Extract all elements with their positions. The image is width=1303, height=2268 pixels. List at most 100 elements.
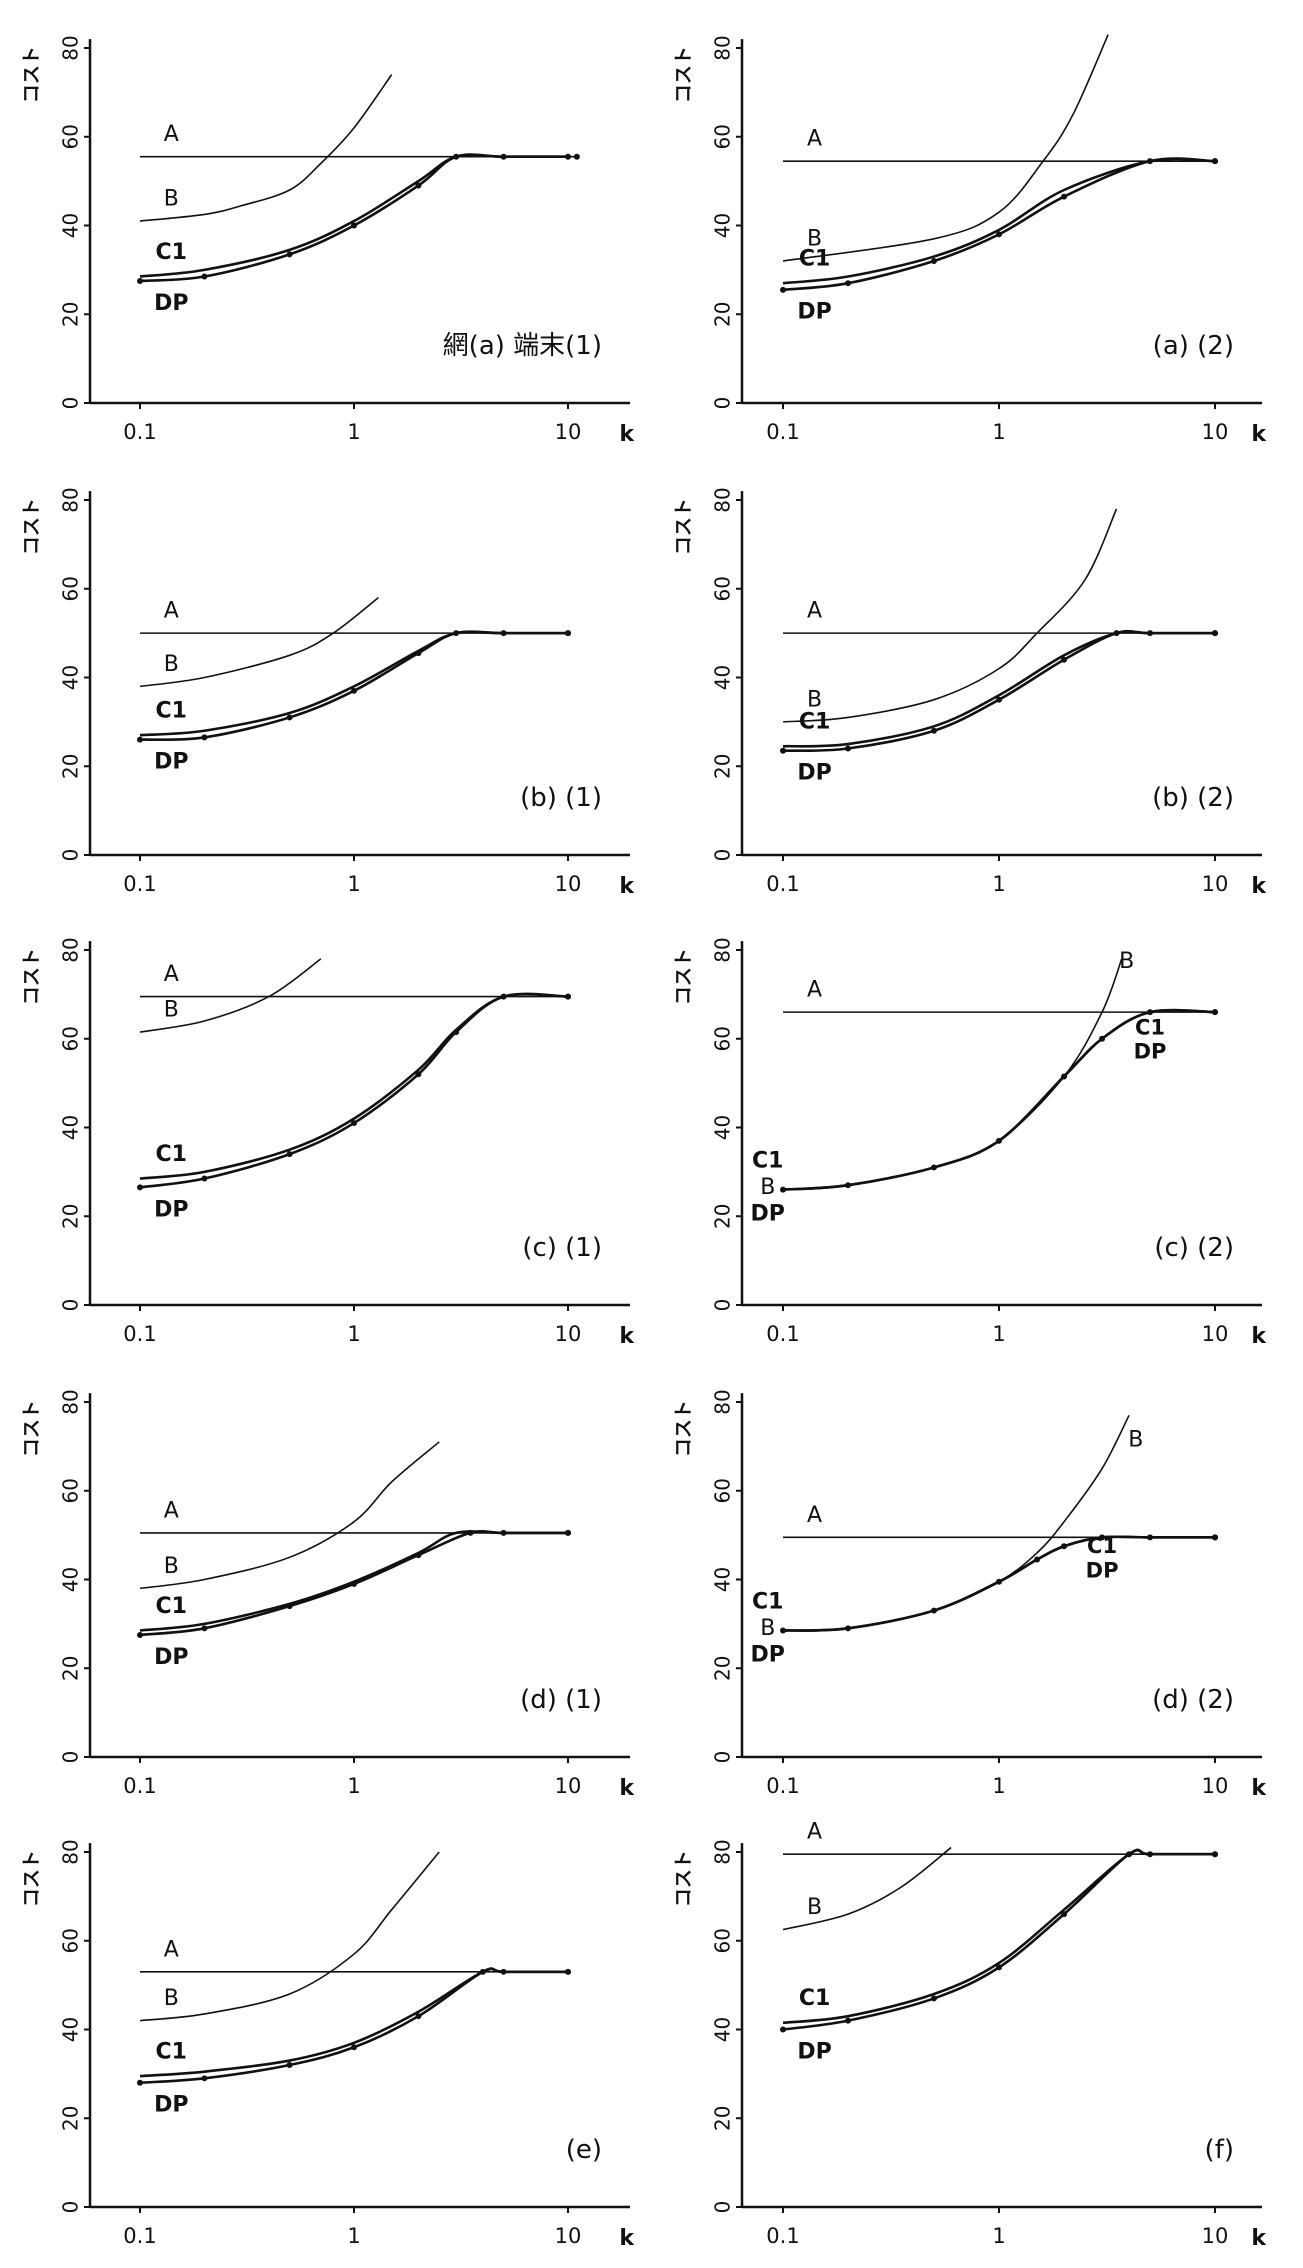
series-label-a: A	[164, 1937, 179, 1962]
data-point	[201, 273, 208, 280]
x-tick-label: 0.1	[123, 420, 156, 444]
y-tick-label: 80	[711, 35, 735, 60]
series-line-b	[782, 508, 1118, 723]
series-line-dp	[139, 992, 569, 1189]
series-label-c1: C1	[799, 246, 830, 271]
series-line-c1	[139, 1967, 568, 2078]
panel-title: (d) (2)	[1152, 1685, 1234, 1715]
series-label-dp: DP	[751, 1643, 785, 1668]
series-label-dp-end: DP	[1134, 1040, 1167, 1064]
data-point	[780, 1186, 786, 1193]
x-tick-label: 10	[555, 1322, 582, 1346]
y-tick-label: 20	[59, 302, 83, 327]
y-tick-label: 40	[711, 2017, 735, 2042]
series-label-b: B	[164, 1554, 179, 1579]
series-label-a: A	[164, 962, 179, 987]
panel-title: (c) (2)	[1154, 1233, 1234, 1263]
y-tick-label: 20	[59, 1204, 83, 1229]
data-point	[996, 231, 1002, 238]
data-point	[351, 2044, 357, 2051]
x-tick-label: 0.1	[123, 1774, 156, 1798]
data-point	[137, 2079, 143, 2086]
y-tick-label: 0	[59, 1299, 83, 1312]
series-line-b	[139, 1851, 440, 2022]
data-point	[1146, 1851, 1153, 1858]
data-point	[845, 2017, 852, 2024]
data-point	[845, 1182, 852, 1189]
data-point	[351, 1120, 357, 1127]
y-tick-label: 40	[59, 213, 83, 238]
data-point	[1061, 1911, 1068, 1918]
y-axis-label: コスト	[673, 1850, 695, 1907]
y-tick-label: 60	[711, 1478, 735, 1503]
x-tick-label: 0.1	[766, 872, 799, 896]
y-tick-label: 80	[711, 937, 735, 962]
series-label-dp: DP	[154, 749, 188, 774]
data-point	[201, 2075, 208, 2082]
data-point	[415, 1552, 422, 1559]
series-label-dp: DP	[154, 291, 188, 316]
series-label-b: B	[760, 1175, 775, 1200]
series-line-b	[782, 34, 1109, 262]
panel-title: 網(a) 端末(1)	[443, 331, 602, 361]
y-tick-label: 40	[711, 1115, 735, 1140]
y-tick-label: 20	[59, 754, 83, 779]
data-point	[201, 1175, 208, 1182]
data-point	[201, 734, 208, 741]
data-point	[573, 153, 580, 160]
data-point	[565, 993, 571, 1000]
series-label-dp: DP	[154, 2093, 188, 2118]
y-tick-label: 40	[59, 1567, 83, 1592]
data-point	[453, 630, 460, 637]
x-tick-label: 0.1	[766, 1774, 799, 1798]
data-point	[286, 251, 293, 258]
panel-4: 0 20 40 60 80 0.1 1 10 k コスト (c) (1) AB C1 DP	[21, 937, 636, 1349]
series-label-a: A	[164, 599, 179, 624]
data-point	[1146, 630, 1153, 637]
y-tick-label: 80	[59, 937, 83, 962]
series-line-b	[139, 958, 322, 1033]
series-line-b	[139, 1441, 440, 1590]
panel-title: (d) (1)	[520, 1685, 602, 1715]
data-point	[1212, 1009, 1218, 1016]
x-tick-label: 0.1	[766, 2224, 799, 2248]
series-label-dp: DP	[751, 1202, 785, 1227]
data-point	[1099, 1035, 1106, 1042]
data-point	[137, 736, 143, 743]
data-point	[1061, 1073, 1068, 1080]
series-label-dp: DP	[154, 1197, 188, 1222]
y-tick-label: 40	[59, 1115, 83, 1140]
data-point	[500, 630, 507, 637]
y-tick-label: 20	[711, 1204, 735, 1229]
x-tick-label: 1	[992, 2224, 1005, 2248]
x-tick-label: 10	[555, 872, 582, 896]
y-tick-label: 20	[711, 302, 735, 327]
y-tick-label: 60	[711, 1928, 735, 1953]
y-axis-label: コスト	[673, 46, 695, 103]
y-tick-label: 80	[711, 487, 735, 512]
series-label-a: A	[807, 978, 822, 1003]
data-point	[1034, 1556, 1041, 1563]
data-point	[1061, 1543, 1068, 1550]
x-tick-label: 1	[347, 420, 360, 444]
panel-3: 0 20 40 60 80 0.1 1 10 k コスト (b) (2) A BC1 DP	[673, 487, 1268, 899]
series-label-c1: C1	[799, 710, 830, 735]
x-tick-label: 0.1	[766, 1322, 799, 1346]
y-axis-label: コスト	[673, 948, 695, 1005]
x-tick-label: 1	[347, 1774, 360, 1798]
series-line-b	[782, 1846, 952, 1931]
data-point	[415, 1071, 422, 1078]
y-axis-label: コスト	[21, 498, 43, 555]
data-point	[1099, 1534, 1106, 1541]
series-line-dp	[782, 1008, 1216, 1191]
y-tick-label: 60	[711, 124, 735, 149]
series-line-b	[782, 1414, 1130, 1632]
panel-title: (b) (2)	[1152, 783, 1234, 813]
y-tick-label: 0	[711, 397, 735, 410]
x-tick-label: 1	[347, 872, 360, 896]
x-tick-label: 0.1	[123, 2224, 156, 2248]
data-point	[415, 650, 422, 657]
data-point	[1212, 158, 1218, 165]
